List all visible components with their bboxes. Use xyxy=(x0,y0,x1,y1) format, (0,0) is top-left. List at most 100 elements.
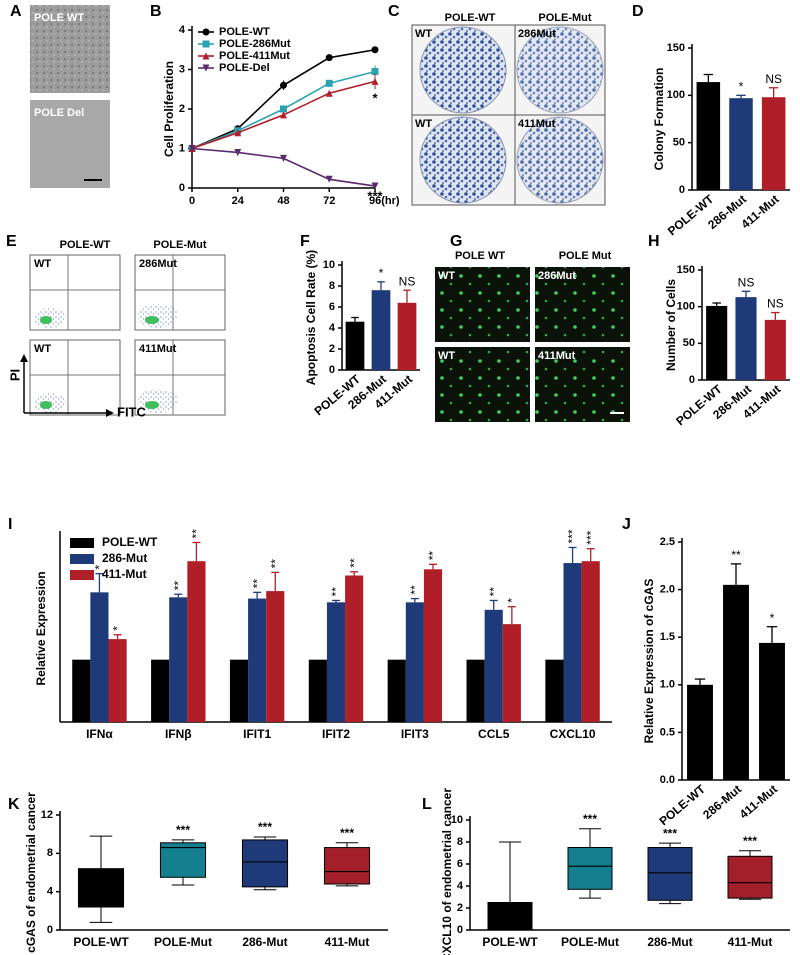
y-axis-label: Number of Cells xyxy=(664,279,678,371)
bar xyxy=(405,602,424,722)
x-tick-label: POLE-WT xyxy=(73,935,129,949)
y-tick-label: 100 xyxy=(677,301,695,313)
significance: ** xyxy=(347,558,361,568)
bar xyxy=(72,659,91,722)
column-header: POLE-WT xyxy=(60,239,111,251)
bar xyxy=(387,659,406,722)
data-point xyxy=(325,89,333,97)
x-tick-label: 286-Mut xyxy=(700,782,744,822)
bar xyxy=(308,659,327,722)
series-line xyxy=(191,147,376,187)
significance: *** xyxy=(566,529,580,543)
significance: * xyxy=(770,611,775,625)
legend-label: POLE-WT xyxy=(219,26,270,38)
y-tick-label: 8 xyxy=(47,847,53,859)
legend-swatch xyxy=(70,570,94,580)
y-axis-label: Relative Expression of cGAS xyxy=(642,579,656,744)
significance: ** xyxy=(487,587,501,597)
data-point xyxy=(325,175,333,183)
panel-letter: I xyxy=(8,516,12,533)
panel-letter: J xyxy=(622,516,631,533)
significance: * xyxy=(739,80,744,94)
y-tick-label: 0 xyxy=(457,924,463,936)
data-point xyxy=(280,105,287,113)
fluorescence-image xyxy=(435,347,530,422)
y-tick-label: 0 xyxy=(47,924,53,936)
y-tick-label: 0 xyxy=(329,364,335,376)
image-label: WT xyxy=(34,343,51,355)
data-point xyxy=(371,46,379,54)
data-point xyxy=(325,79,333,87)
bar xyxy=(248,598,267,722)
legend-marker xyxy=(202,52,210,60)
y-tick-label: 2.0 xyxy=(660,584,675,596)
significance: *** xyxy=(340,826,354,840)
x-tick-label: IFNβ xyxy=(165,727,192,741)
y-tick-label: 150 xyxy=(667,42,685,54)
data-point xyxy=(371,77,379,85)
y-tick-label: 50 xyxy=(683,337,695,349)
significance: * xyxy=(111,626,125,631)
x-tick-label: IFNα xyxy=(86,727,113,741)
significance: ** xyxy=(329,587,343,597)
y-tick-label: 4 xyxy=(457,880,464,892)
bar xyxy=(563,563,582,722)
x-tick-label: 72 xyxy=(323,195,335,207)
x-tick-label: 0 xyxy=(189,195,195,207)
panel-letter: K xyxy=(8,796,20,813)
y-axis-label: cGAS of endometrial cancer xyxy=(24,792,38,953)
image-label: POLE Del xyxy=(34,107,84,119)
x-tick-label: 96(hr) xyxy=(369,195,400,207)
plate xyxy=(419,26,507,114)
x-tick-label: CXCL10 xyxy=(550,727,596,741)
bar xyxy=(545,659,564,722)
plate xyxy=(516,26,604,114)
significance: *** xyxy=(176,823,190,837)
fluorescence-image xyxy=(535,267,630,342)
axis-label: PI xyxy=(7,369,22,381)
y-tick-label: 10 xyxy=(451,814,463,826)
bar xyxy=(696,82,721,190)
legend-marker xyxy=(202,40,210,48)
significance: * xyxy=(505,598,519,603)
y-tick-label: 4 xyxy=(329,322,336,334)
legend-swatch xyxy=(70,554,94,564)
y-tick-label: 8 xyxy=(457,836,463,848)
legend-label: POLE-286Mut xyxy=(219,38,291,50)
y-tick-label: 1.5 xyxy=(660,631,675,643)
column-header: POLE-Mut xyxy=(153,239,206,251)
significance: NS xyxy=(399,274,416,288)
box xyxy=(241,839,289,888)
bar xyxy=(169,597,188,722)
bar xyxy=(423,569,443,722)
panel-letter: E xyxy=(6,233,17,250)
y-axis-label: Relative Expression xyxy=(34,571,48,685)
data-point xyxy=(188,145,196,152)
significance: *** xyxy=(663,826,677,840)
significance: ** xyxy=(190,529,204,539)
bar xyxy=(761,97,786,190)
x-tick-label: POLE-WT xyxy=(482,935,538,949)
y-tick-label: 50 xyxy=(673,137,685,149)
bar xyxy=(723,584,749,780)
data-point xyxy=(234,148,242,156)
bar xyxy=(345,321,365,370)
data-point xyxy=(371,182,379,190)
bar xyxy=(345,575,364,722)
box xyxy=(159,842,207,878)
bar xyxy=(90,592,109,722)
significance: ** xyxy=(268,559,282,569)
bar xyxy=(502,624,521,722)
column-header: POLE WT xyxy=(455,250,505,262)
micrograph xyxy=(30,100,110,188)
legend-marker xyxy=(202,64,210,72)
image-label: WT xyxy=(415,28,432,40)
x-tick-label: POLE-Mut xyxy=(561,935,619,949)
y-tick-label: 1 xyxy=(179,142,185,154)
y-tick-label: 150 xyxy=(677,264,695,276)
fluorescence-image xyxy=(535,347,630,422)
x-tick-label: 411-Mut xyxy=(728,935,773,949)
y-axis-label: Colony Formation xyxy=(652,68,666,171)
data-point xyxy=(280,154,287,162)
x-tick-label: 24 xyxy=(232,195,245,207)
